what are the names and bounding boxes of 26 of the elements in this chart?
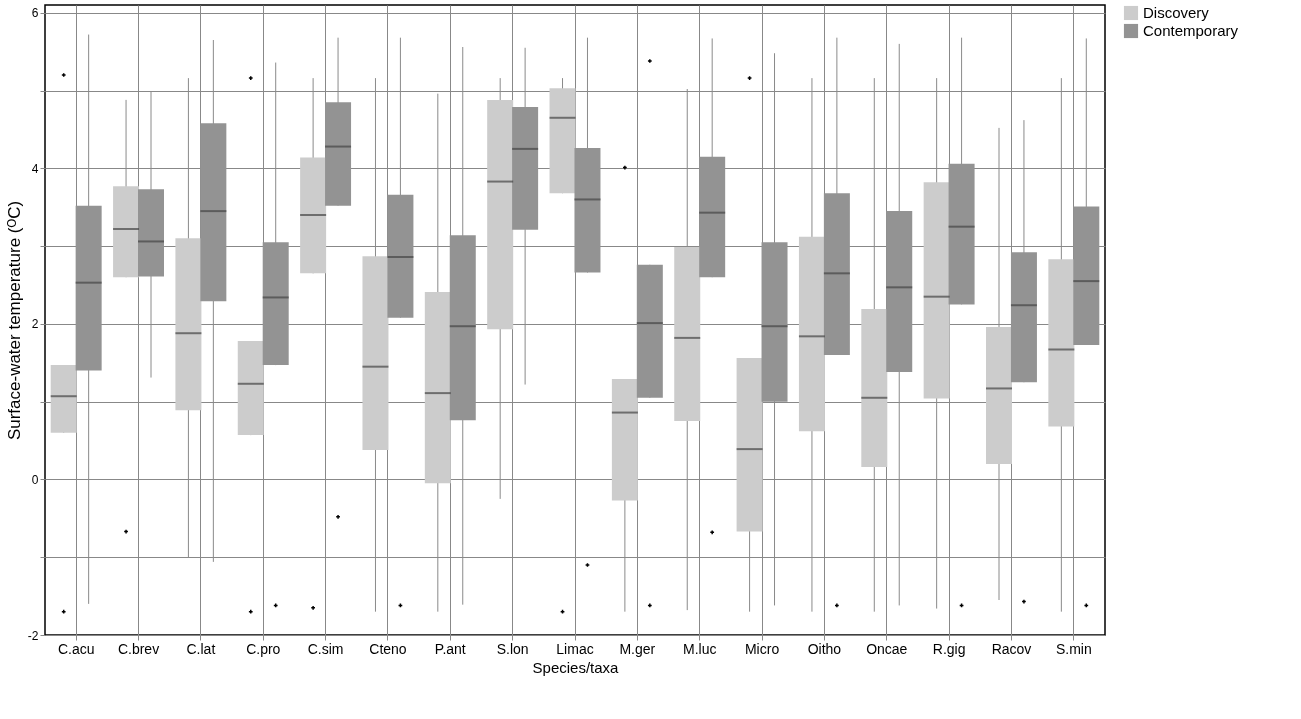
x-tick-label: R.gig: [932, 640, 966, 657]
legend-label: Contemporary: [1143, 22, 1239, 39]
x-tick-label: C.sim: [307, 640, 344, 657]
legend-label: Discovery: [1143, 4, 1210, 21]
y-tick-label: 0: [31, 472, 39, 487]
x-tick-label: Cteno: [369, 640, 407, 657]
x-tick-label: Racov: [991, 640, 1032, 657]
y-tick-label: 6: [31, 6, 39, 21]
x-tick-label: Oitho: [807, 640, 842, 657]
y-tick-label: -2: [27, 628, 39, 643]
x-tick-label: S.min: [1055, 640, 1092, 657]
x-tick-label: C.brev: [117, 640, 160, 657]
x-tick-label: Micro: [744, 640, 780, 657]
y-axis-title: Surface-water temperature (ᴼC): [4, 200, 24, 441]
x-tick-label: P.ant: [434, 640, 466, 657]
x-tick-label: Limac: [556, 640, 594, 657]
x-tick-label: Oncae: [866, 640, 908, 657]
x-tick-label: C.acu: [57, 640, 95, 657]
y-tick-label: 2: [31, 317, 39, 332]
x-tick-label: C.pro: [246, 640, 281, 657]
x-tick-label: M.luc: [682, 640, 717, 657]
x-tick-label: M.ger: [619, 640, 656, 657]
x-tick-label: S.lon: [496, 640, 529, 657]
x-tick-label: C.lat: [186, 640, 216, 657]
y-tick-label: 4: [31, 161, 39, 176]
x-axis-title: Species/taxa: [532, 658, 620, 676]
